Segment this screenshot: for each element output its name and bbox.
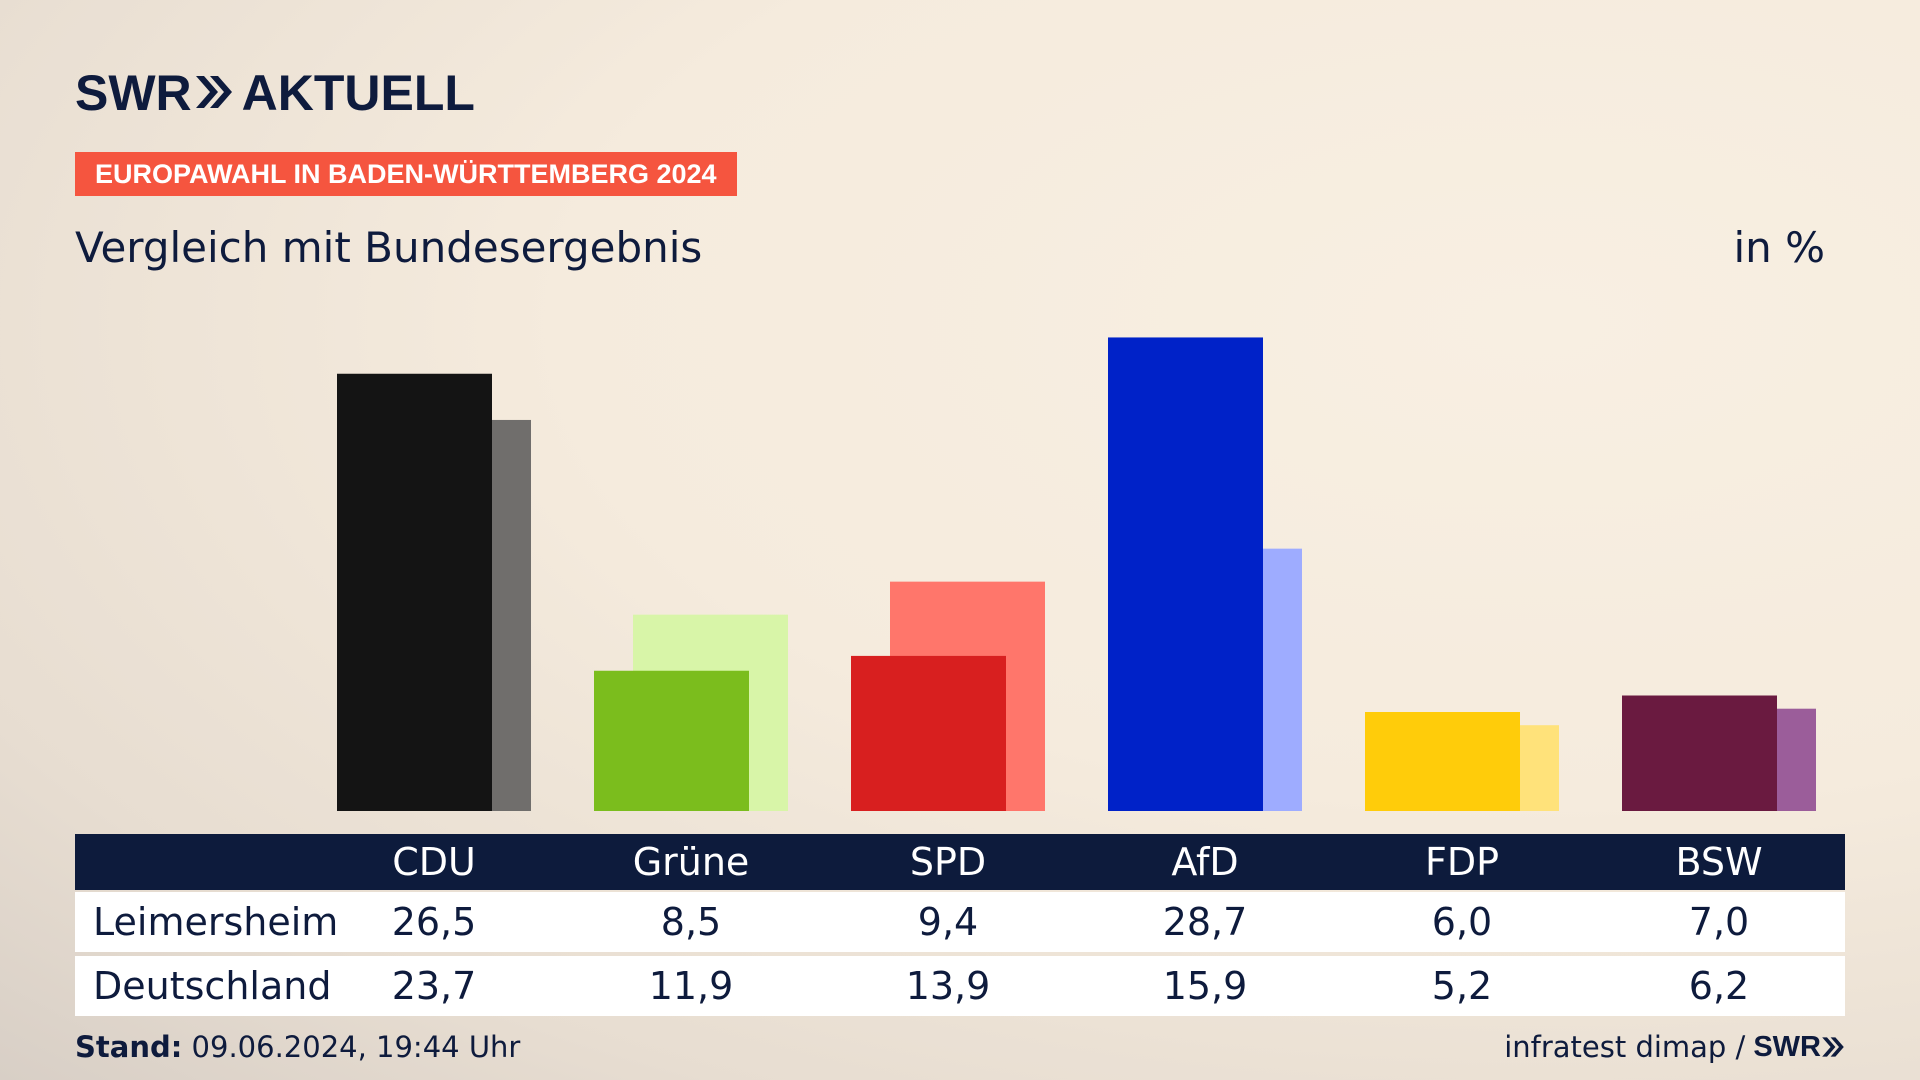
logo-text: SWR <box>75 65 192 121</box>
value-label: 15,9 <box>1162 964 1248 1008</box>
table-row-deutschland: Deutschland 23,7 11,9 13,9 15,9 5,2 6,2 <box>75 956 1845 1016</box>
bar-leimersheim-grüne <box>594 670 749 811</box>
category-label: SPD <box>909 840 987 884</box>
bar-leimersheim-fdp <box>1365 712 1520 811</box>
bar-leimersheim-bsw <box>1622 695 1777 811</box>
bar-leimersheim-spd <box>851 655 1006 811</box>
value-label: 26,5 <box>391 900 477 944</box>
chart-title: Vergleich mit Bundesergebnis <box>75 223 703 272</box>
value-label: 9,4 <box>917 900 979 944</box>
row-label: Deutschland <box>93 964 332 1008</box>
value-label: 6,0 <box>1431 900 1493 944</box>
double-chevron-right-icon <box>194 68 234 118</box>
category-label: Grüne <box>632 840 750 884</box>
category-label: CDU <box>392 840 476 884</box>
category-label: FDP <box>1424 840 1500 884</box>
stand-value: 09.06.2024, 19:44 Uhr <box>191 1030 521 1064</box>
value-label: 5,2 <box>1431 964 1493 1008</box>
double-chevron-right-icon <box>1822 1037 1844 1057</box>
bar-chart <box>337 337 1816 811</box>
unit-label: in % <box>1733 223 1825 272</box>
timestamp: Stand: 09.06.2024, 19:44 Uhr <box>75 1030 520 1064</box>
bar-leimersheim-afd <box>1108 337 1263 811</box>
value-label: 23,7 <box>391 964 477 1008</box>
category-label: BSW <box>1675 840 1763 884</box>
logo-suffix: AKTUELL <box>241 65 475 121</box>
category-label: AfD <box>1171 840 1239 884</box>
value-label: 8,5 <box>660 900 722 944</box>
value-label: 7,0 <box>1688 900 1750 944</box>
source-text: infratest dimap / <box>1504 1030 1746 1064</box>
value-label: 11,9 <box>648 964 734 1008</box>
source-credit: infratest dimap / SWR <box>1504 1030 1845 1064</box>
row-label: Leimersheim <box>93 900 339 944</box>
stand-label: Stand: <box>75 1030 183 1064</box>
value-label: 6,2 <box>1688 964 1750 1008</box>
value-label: 28,7 <box>1162 900 1248 944</box>
table-row-leimersheim: Leimersheim 26,5 8,5 9,4 28,7 6,0 7,0 <box>75 892 1845 952</box>
bar-leimersheim-cdu <box>337 373 492 811</box>
source-brand: SWR <box>1753 1031 1821 1063</box>
swr-aktuell-logo: SWR AKTUELL <box>75 68 475 118</box>
election-badge: EUROPAWAHL IN BADEN-WÜRTTEMBERG 2024 <box>75 152 737 196</box>
value-label: 13,9 <box>905 964 991 1008</box>
table-header: CDU Grüne SPD AfD FDP BSW <box>75 834 1845 890</box>
